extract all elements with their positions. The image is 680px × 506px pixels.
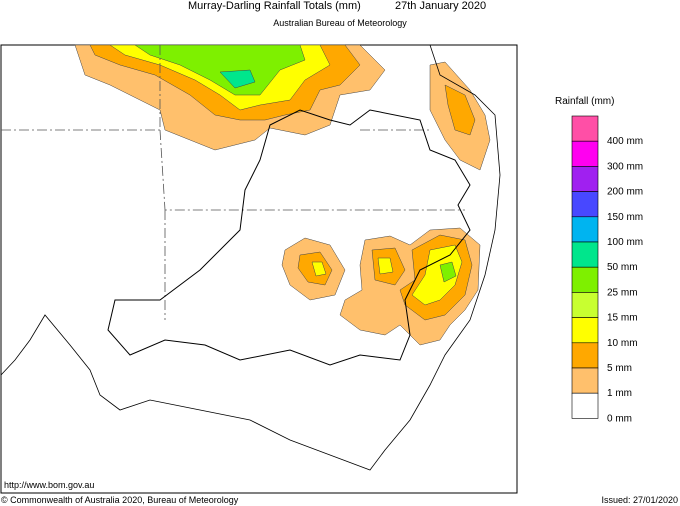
legend-swatch [571,115,599,142]
legend-label: 50 mm [607,262,638,273]
legend-label: 1 mm [607,388,632,399]
legend-swatch [571,166,599,192]
issued: Issued: 27/01/2020 [601,495,678,505]
legend-swatch [571,317,599,344]
legend-swatch [571,342,599,369]
legend-swatch [571,367,599,394]
legend-title: Rainfall (mm) [555,96,614,107]
rain-50mm [219,69,256,89]
legend-label: 150 mm [607,212,643,223]
copyright: © Commonwealth of Australia 2020, Bureau… [1,495,239,505]
title: Murray-Darling Rainfall Totals (mm) [188,0,361,12]
legend-label: 15 mm [607,313,638,324]
legend-label: 0 mm [607,413,632,424]
rain-25mm [134,44,306,96]
map [0,44,518,494]
legend-label: 400 mm [607,136,643,147]
legend-label: 200 mm [607,187,643,198]
legend-swatch [571,140,599,167]
legend-swatch [571,216,599,243]
date: 27th January 2020 [395,0,486,12]
legend-label: 5 mm [607,363,632,374]
legend-label: 100 mm [607,237,643,248]
legend-label: 300 mm [607,161,643,172]
legend-swatch [571,241,599,268]
rain-25mm-central [439,261,457,283]
url: http://www.bom.gov.au [4,480,94,490]
legend-swatch [571,266,599,293]
subtitle: Australian Bureau of Meteorology [273,18,407,28]
coastline [0,44,501,471]
rain-5mm-east [444,84,476,136]
state-border [1,45,465,320]
legend-swatch [571,392,599,419]
legend-label: 25 mm [607,287,638,298]
legend-swatch [571,292,599,318]
rain-10mm-west [311,261,327,277]
legend-label: 10 mm [607,338,638,349]
legend: 400 mm 300 mm 200 mm 150 mm 100 mm 50 mm 25 mm… [571,115,643,424]
basin-boundary [107,109,471,366]
legend-swatch [571,191,599,218]
